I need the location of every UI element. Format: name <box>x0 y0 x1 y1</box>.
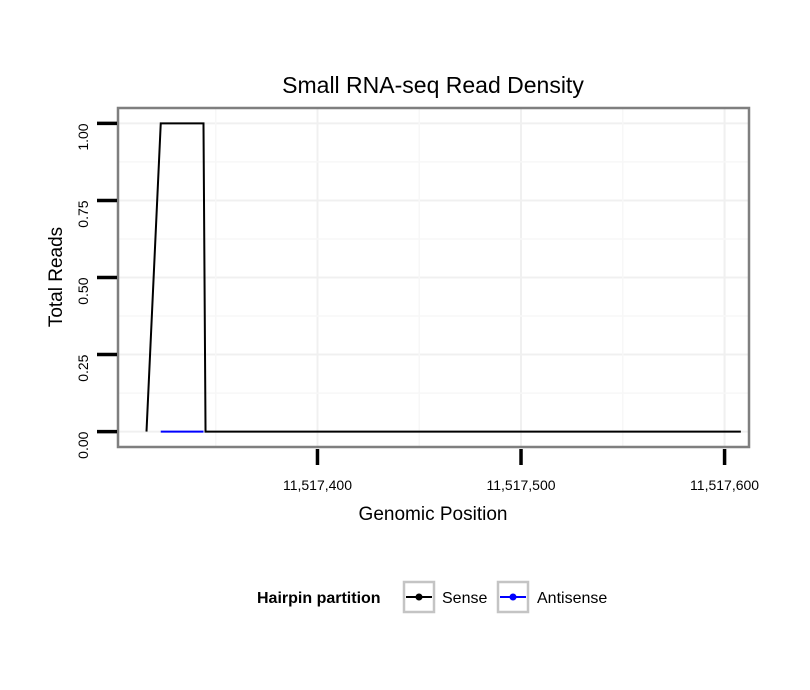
y-axis-label: Total Reads <box>46 227 67 327</box>
x-tick-label-1: 11,517,500 <box>487 477 556 493</box>
series-layer <box>145 122 741 433</box>
plot-panel <box>116 106 751 449</box>
axes: 0.00 0.25 0.50 0.75 1.00 11,517,400 11,517,500… <box>75 121 759 493</box>
x-axis-label: Genomic Position <box>359 504 508 525</box>
y-tick-label-2: 0.50 <box>75 277 91 304</box>
legend: Hairpin partition Sense Antisense <box>257 580 607 614</box>
grid <box>118 108 749 447</box>
y-tick-label-3: 0.75 <box>75 200 91 227</box>
chart-title: Small RNA-seq Read Density <box>282 72 584 98</box>
legend-antisense-point <box>509 593 517 601</box>
y-tick-label-4: 1.00 <box>75 123 91 150</box>
legend-label-sense: Sense <box>442 590 487 607</box>
series-line-sense <box>145 122 741 433</box>
x-tick-label-0: 11,517,400 <box>283 477 352 493</box>
legend-label-antisense: Antisense <box>537 590 607 607</box>
legend-title: Hairpin partition <box>257 590 381 607</box>
y-tick-label-0: 0.00 <box>75 431 91 458</box>
y-tick-label-1: 0.25 <box>75 354 91 381</box>
x-tick-label-2: 11,517,600 <box>690 477 759 493</box>
legend-sense-point <box>415 593 423 601</box>
